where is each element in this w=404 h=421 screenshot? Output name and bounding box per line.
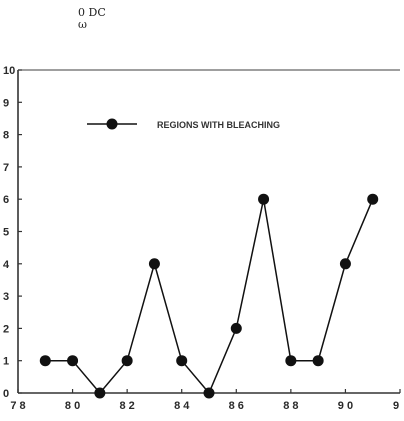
data-point (203, 387, 215, 399)
plot-frame (17, 69, 400, 394)
x-tick-label: 7 8 (10, 400, 25, 412)
data-point (258, 193, 270, 205)
y-tick-label: 0 (3, 388, 9, 400)
data-point (121, 355, 133, 367)
x-tick-label: 8 8 (283, 400, 298, 412)
y-tick-label: 5 (3, 227, 9, 239)
data-point (367, 193, 379, 205)
y-tick-label: 7 (3, 162, 9, 174)
y-tick-label: 10 (3, 65, 15, 77)
data-point (94, 387, 106, 399)
data-point (39, 355, 51, 367)
x-axis: 7 8 8 0 8 2 8 4 8 6 8 8 9 0 9 (10, 389, 401, 412)
legend: REGIONS WITH BLEACHING (87, 118, 280, 130)
series-line (45, 198, 374, 395)
corner-mark-line-1: 0 DC (78, 6, 106, 19)
y-tick-label: 1 (3, 356, 9, 368)
x-tick-label: 9 (393, 400, 399, 412)
legend-marker (106, 118, 118, 130)
data-point (67, 355, 79, 367)
x-tick-label: 8 4 (174, 400, 190, 412)
data-point (176, 355, 188, 367)
series-regions-with-bleaching (39, 193, 379, 399)
y-tick-label: 9 (3, 97, 9, 109)
y-tick-label: 3 (3, 291, 9, 303)
legend-label: REGIONS WITH BLEACHING (157, 120, 280, 130)
x-tick-label: 9 0 (338, 400, 353, 412)
y-tick-label: 2 (3, 323, 9, 335)
y-tick-label: 4 (3, 259, 10, 271)
data-point (148, 258, 160, 270)
y-tick-label: 6 (3, 194, 9, 206)
data-point (230, 322, 242, 334)
x-tick-label: 8 2 (119, 400, 134, 412)
data-point (312, 355, 324, 367)
y-axis: 0 1 2 3 4 5 6 7 8 9 10 (3, 65, 22, 400)
data-point (339, 258, 351, 270)
y-tick-label: 8 (3, 130, 9, 142)
data-point (285, 355, 297, 367)
x-tick-label: 8 0 (65, 400, 80, 412)
corner-mark-line-2: ω (78, 18, 87, 31)
x-tick-label: 8 6 (229, 400, 244, 412)
